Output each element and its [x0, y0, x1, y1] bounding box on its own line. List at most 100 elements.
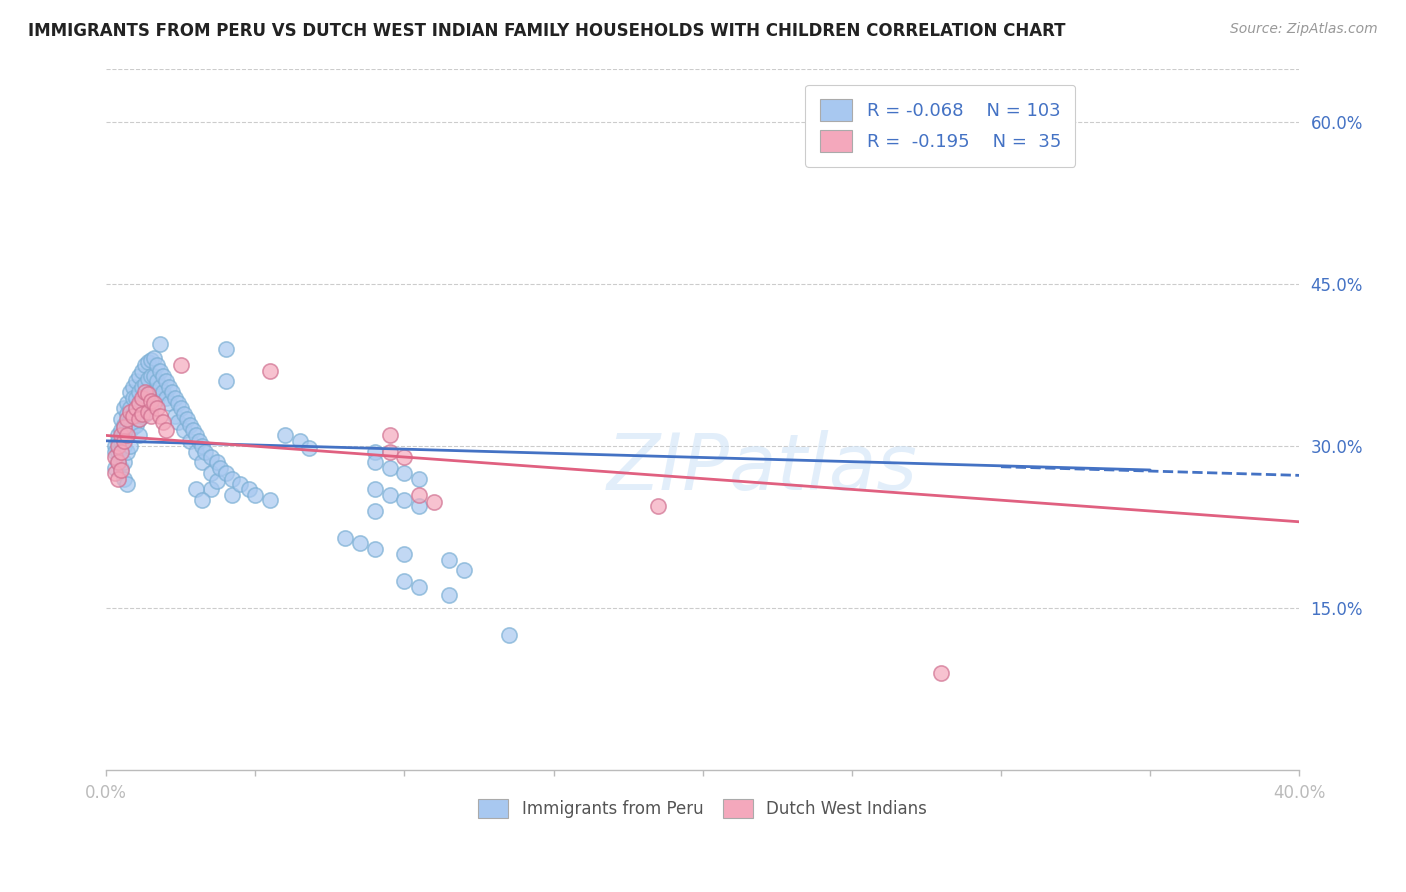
- Point: [647, 499, 669, 513]
- Point: [107, 455, 129, 469]
- Point: [120, 439, 142, 453]
- Point: [190, 455, 212, 469]
- Point: [259, 493, 281, 508]
- Point: [104, 460, 127, 475]
- Point: [112, 401, 135, 416]
- Point: [190, 439, 212, 453]
- Point: [155, 391, 177, 405]
- Point: [134, 407, 156, 421]
- Point: [110, 460, 132, 475]
- Point: [125, 391, 148, 405]
- Point: [115, 407, 138, 421]
- Point: [378, 460, 401, 475]
- Point: [143, 385, 166, 400]
- Point: [134, 376, 156, 391]
- Point: [149, 380, 172, 394]
- Point: [122, 407, 145, 421]
- Point: [221, 472, 243, 486]
- Point: [298, 442, 321, 456]
- Point: [104, 467, 127, 481]
- Point: [408, 488, 430, 502]
- Point: [120, 401, 142, 416]
- Point: [131, 364, 153, 378]
- Point: [394, 493, 416, 508]
- Point: [120, 385, 142, 400]
- Point: [408, 499, 430, 513]
- Point: [110, 434, 132, 448]
- Point: [120, 405, 142, 419]
- Point: [115, 428, 138, 442]
- Point: [107, 428, 129, 442]
- Point: [128, 396, 150, 410]
- Point: [163, 409, 186, 423]
- Point: [363, 483, 385, 497]
- Point: [125, 401, 148, 416]
- Point: [134, 385, 156, 400]
- Point: [128, 369, 150, 384]
- Point: [214, 467, 236, 481]
- Point: [112, 434, 135, 448]
- Point: [112, 455, 135, 469]
- Point: [394, 450, 416, 464]
- Point: [214, 342, 236, 356]
- Point: [115, 428, 138, 442]
- Point: [155, 423, 177, 437]
- Point: [160, 385, 183, 400]
- Point: [170, 401, 193, 416]
- Point: [125, 375, 148, 389]
- Point: [107, 472, 129, 486]
- Point: [394, 547, 416, 561]
- Point: [107, 434, 129, 448]
- Point: [104, 450, 127, 464]
- Point: [170, 359, 193, 373]
- Point: [152, 369, 174, 384]
- Point: [131, 396, 153, 410]
- Point: [128, 385, 150, 400]
- Text: ZIPatlas: ZIPatlas: [607, 430, 918, 507]
- Point: [112, 417, 135, 432]
- Point: [214, 375, 236, 389]
- Point: [128, 412, 150, 426]
- Point: [107, 444, 129, 458]
- Point: [184, 444, 207, 458]
- Point: [136, 387, 159, 401]
- Point: [125, 417, 148, 432]
- Point: [136, 387, 159, 401]
- Point: [394, 467, 416, 481]
- Point: [139, 409, 162, 423]
- Point: [139, 352, 162, 367]
- Point: [363, 504, 385, 518]
- Point: [136, 405, 159, 419]
- Point: [245, 488, 267, 502]
- Point: [107, 455, 129, 469]
- Point: [200, 467, 222, 481]
- Point: [453, 563, 475, 577]
- Point: [363, 541, 385, 556]
- Point: [205, 474, 228, 488]
- Point: [115, 412, 138, 426]
- Point: [173, 407, 195, 421]
- Point: [131, 409, 153, 423]
- Point: [146, 391, 169, 405]
- Point: [200, 450, 222, 464]
- Point: [104, 444, 127, 458]
- Point: [128, 412, 150, 426]
- Point: [173, 423, 195, 437]
- Point: [110, 412, 132, 426]
- Point: [115, 417, 138, 432]
- Point: [139, 393, 162, 408]
- Point: [229, 477, 252, 491]
- Point: [131, 391, 153, 405]
- Point: [166, 416, 188, 430]
- Point: [439, 552, 461, 566]
- Point: [136, 355, 159, 369]
- Point: [378, 428, 401, 442]
- Point: [134, 359, 156, 373]
- Point: [394, 574, 416, 589]
- Point: [190, 493, 212, 508]
- Point: [221, 488, 243, 502]
- Point: [184, 483, 207, 497]
- Point: [163, 391, 186, 405]
- Point: [120, 423, 142, 437]
- Point: [143, 369, 166, 384]
